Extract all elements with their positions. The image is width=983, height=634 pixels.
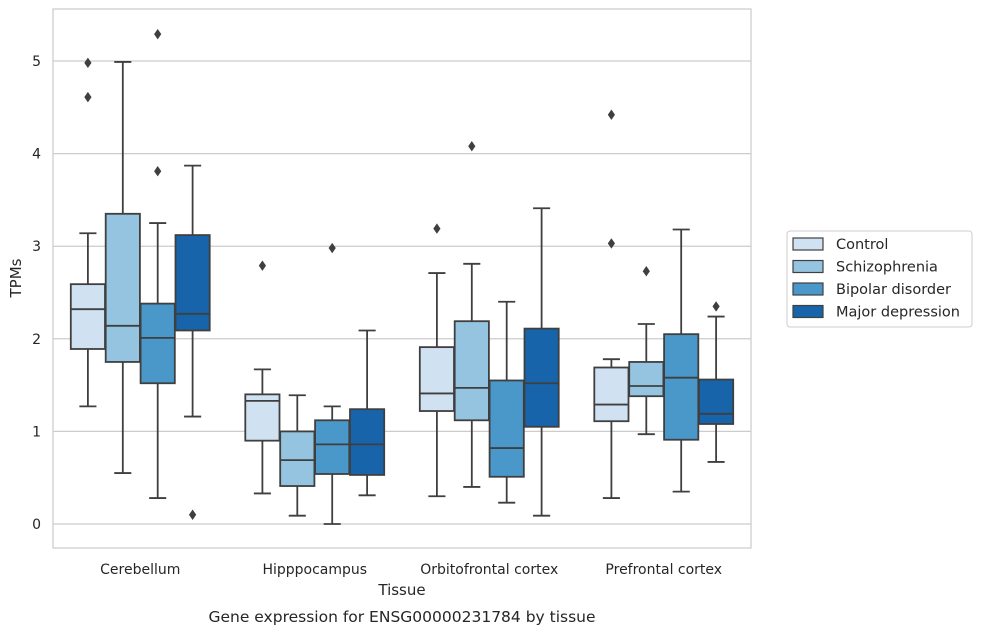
legend-label: Control [836,237,888,253]
box-major-depression-orbitofrontal-cortex [523,207,560,517]
outlier-point [154,165,162,177]
legend-swatch [792,304,824,319]
outlier-point [84,91,92,103]
box-iqr [244,393,281,442]
legend-label: Bipolar disorder [836,282,951,298]
box-bipolar-disorder-orbitofrontal-cortex [488,300,525,504]
x-tick-label-prefrontal-cortex: Prefrontal cortex [605,562,722,578]
y-tick-label-1: 1 [32,424,41,440]
box-iqr [628,361,665,398]
box-iqr [523,327,560,428]
box-iqr [349,408,386,476]
outlier-point [607,109,615,120]
box-control-prefrontal-cortex [593,109,630,499]
box-iqr [314,419,351,475]
box-bipolar-disorder-cerebellum [139,28,176,499]
x-tick-label-orbitofrontal-cortex: Orbitofrontal cortex [420,562,558,578]
box-schizophrenia-prefrontal-cortex [628,266,665,436]
box-iqr [698,378,735,425]
outlier-point [154,28,162,40]
box-iqr [418,346,455,412]
plot-frame [52,8,752,549]
box-iqr [139,302,176,385]
box-schizophrenia-hipppocampus [279,394,316,517]
legend-frame [786,230,973,328]
y-tick-label-3: 3 [32,239,41,255]
box-major-depression-cerebellum [174,164,211,520]
legend-swatch [792,259,824,274]
box-schizophrenia-cerebellum [104,61,141,474]
outlier-point [258,260,266,271]
outlier-point [189,509,197,520]
chart-caption: Gene expression for ENSG00000231784 by t… [208,608,595,626]
box-iqr [69,283,106,350]
legend-swatch [792,237,824,251]
outlier-point [468,140,476,152]
legend-swatch [792,282,824,296]
y-tick-label-2: 2 [32,332,41,348]
y-tick-label-0: 0 [32,517,41,533]
legend-item-major-depression: Major depression [792,304,960,321]
y-tick-label-4: 4 [32,147,41,163]
legend-item-schizophrenia: Schizophrenia [792,259,938,276]
box-control-hipppocampus [244,260,281,495]
outlier-point [84,57,92,69]
outlier-point [712,301,720,312]
legend-label: Schizophrenia [836,260,938,276]
y-axis-label: TPMs [7,258,25,298]
box-major-depression-hipppocampus [349,329,386,497]
box-iqr [593,366,630,423]
x-tick-label-cerebellum: Cerebellum [100,562,180,578]
x-axis-label: Tissue [377,581,425,599]
legend-item-bipolar-disorder: Bipolar disorder [792,282,951,298]
x-tick-labels: Cerebellum Hipppocampus Orbitofrontal cort… [100,562,722,578]
box-control-orbitofrontal-cortex [418,223,455,498]
box-schizophrenia-orbitofrontal-cortex [453,140,490,488]
outlier-point [433,223,441,234]
outlier-point [607,238,615,249]
box-iqr [104,212,141,363]
y-tick-labels: 0 1 2 3 4 5 [32,54,41,533]
box-bipolar-disorder-prefrontal-cortex [663,228,700,493]
legend-label: Major depression [836,305,960,321]
box-iqr [174,234,211,332]
box-iqr [453,320,490,422]
box-iqr [488,379,525,478]
box-control-cerebellum [69,57,106,408]
box-major-depression-prefrontal-cortex [698,301,735,463]
outlier-point [328,242,336,254]
y-tick-label-5: 5 [32,54,41,70]
outlier-point [642,266,650,277]
box-series [69,28,735,525]
x-tick-label-hipppocampus: Hipppocampus [262,562,367,578]
legend: Control Schizophrenia Bipolar disorder Majo… [786,230,973,328]
legend-item-control: Control [792,237,888,253]
box-iqr [279,430,316,487]
box-iqr [663,333,700,441]
box-bipolar-disorder-hipppocampus [314,242,351,525]
